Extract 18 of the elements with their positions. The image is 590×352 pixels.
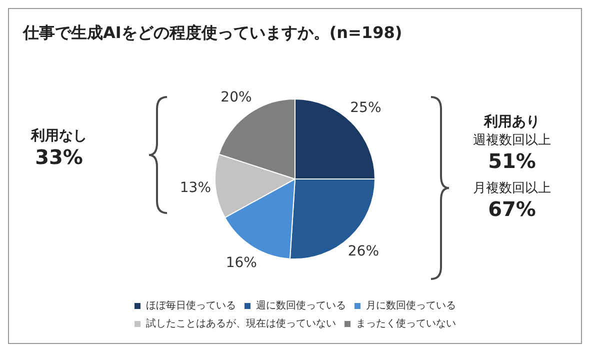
text: 67%	[487, 197, 537, 221]
legend-label: ほぼ毎日使っている	[146, 300, 236, 312]
legend-label: 試したことはあるが、現在は使っていない	[146, 318, 336, 330]
text: 週複数回以上	[472, 132, 552, 149]
data-label: 16%	[226, 255, 257, 272]
legend-label: 月に数回使っている	[366, 300, 456, 312]
legend-label: 週に数回使っている	[256, 300, 346, 312]
legend-label: まったく使っていない	[356, 318, 456, 330]
data-label: 25%	[350, 100, 382, 116]
data-label: 20%	[220, 90, 252, 106]
text: 月複数回以上	[472, 180, 552, 197]
text: 利用あり	[482, 113, 541, 131]
data-label: 13%	[180, 180, 212, 196]
text: 33%	[34, 145, 84, 169]
chart-title: 仕事で生成AIをどの程度使っていますか。(n=198)	[23, 23, 402, 44]
text: 51%	[487, 149, 537, 173]
data-label: 26%	[348, 244, 380, 260]
text: 利用なし	[31, 127, 87, 145]
